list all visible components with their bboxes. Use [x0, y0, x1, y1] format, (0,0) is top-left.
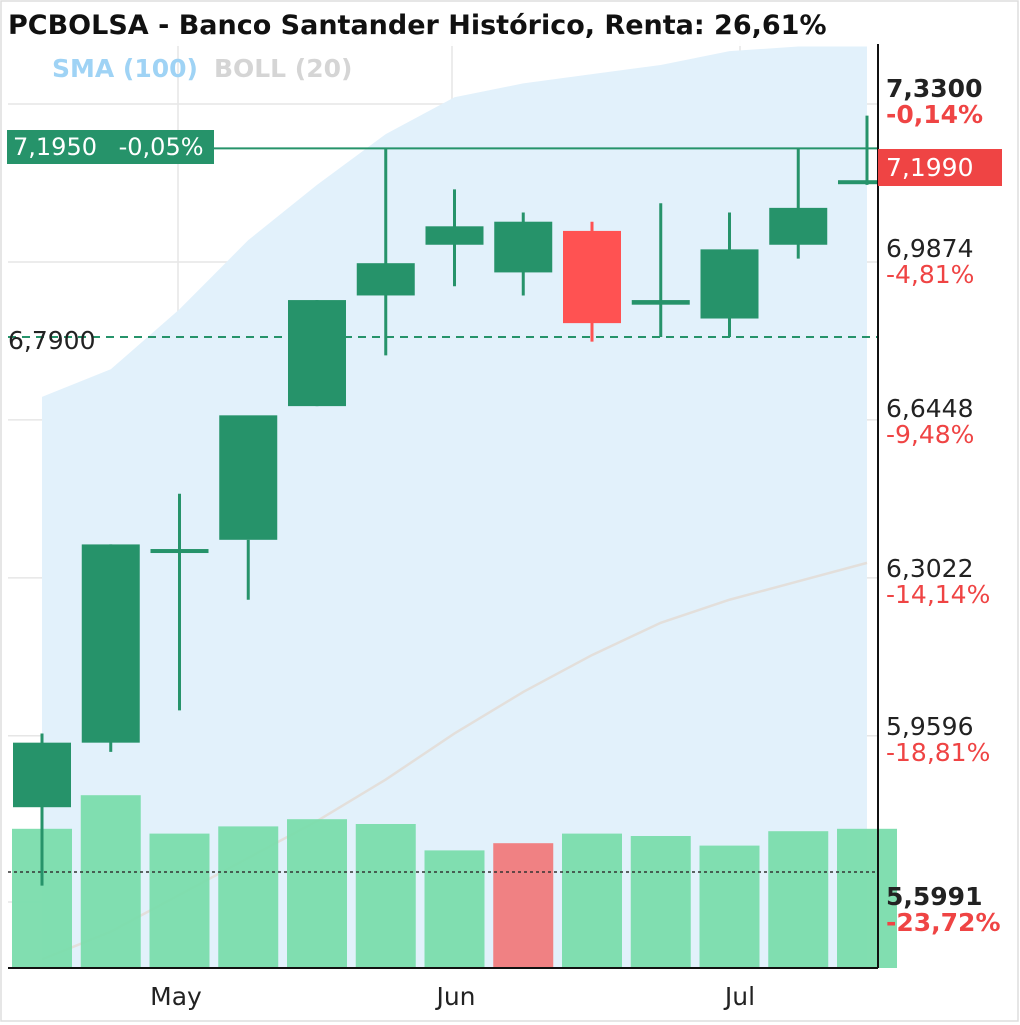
- y-tick-value: 6,3022: [886, 554, 974, 583]
- last-price-change: -0,05%: [118, 133, 204, 161]
- legend-sma[interactable]: SMA (100): [52, 54, 198, 83]
- chart-title: PCBOLSA - Banco Santander Histórico, Ren…: [4, 6, 837, 46]
- candle-body: [700, 249, 759, 319]
- y-tick-value: 6,6448: [886, 394, 974, 423]
- y-tick-label: 5,9596 -18,81%: [886, 714, 990, 766]
- y-tick-percent: -0,14%: [886, 100, 984, 129]
- y-tick-percent: -23,72%: [886, 908, 1001, 937]
- last-price-label: 7,1950 -0,05%: [7, 130, 214, 164]
- volume-bar: [218, 826, 279, 968]
- y-tick-label: 5,5991 -23,72%: [886, 884, 1001, 936]
- volume-bar: [149, 833, 210, 968]
- y-tick-label: 6,6448 -9,48%: [886, 396, 974, 448]
- x-tick-label: Jul: [724, 982, 756, 1011]
- candle-body: [356, 263, 415, 296]
- y-tick-value: 6,9874: [886, 234, 974, 263]
- volume-bar: [355, 824, 416, 968]
- y-tick-value: 5,5991: [886, 882, 983, 911]
- volume-bar: [630, 836, 691, 968]
- volume-bar: [837, 828, 897, 968]
- volume-bar: [699, 845, 760, 968]
- y-tick-percent: -9,48%: [886, 420, 975, 449]
- x-tick-label: Jun: [436, 982, 476, 1011]
- current-price-badge: 7,1990: [878, 149, 1002, 186]
- bollinger-band: [42, 46, 867, 968]
- candle-body: [425, 226, 484, 245]
- y-tick-label: 6,3022 -14,14%: [886, 556, 990, 608]
- candle-body: [563, 230, 621, 324]
- volume-bar: [287, 819, 347, 968]
- volume-bar: [562, 833, 622, 968]
- y-tick-percent: -18,81%: [886, 738, 991, 767]
- y-tick-percent: -4,81%: [886, 260, 975, 289]
- candle-body: [838, 180, 896, 185]
- volume-bar: [768, 831, 829, 968]
- reference-line-label: 6,7900: [8, 326, 96, 355]
- candle-body: [81, 544, 140, 743]
- candle-body: [769, 207, 828, 245]
- candle-body: [219, 415, 278, 540]
- volume-bar: [80, 795, 141, 968]
- volume-bar: [424, 850, 485, 968]
- candle-body: [631, 300, 690, 305]
- candle-body: [288, 300, 346, 407]
- last-price-value: 7,1950: [13, 133, 97, 161]
- candle-body: [150, 549, 209, 554]
- y-tick-label: 7,3300 -0,14%: [886, 76, 983, 128]
- volume-bar: [493, 843, 554, 968]
- y-tick-value: 5,9596: [886, 712, 974, 741]
- y-tick-percent: -14,14%: [886, 580, 991, 609]
- candle-body: [13, 742, 71, 808]
- candle-body: [494, 221, 553, 273]
- legend-boll[interactable]: BOLL (20): [213, 54, 353, 83]
- indicator-legend: SMA (100) BOLL (20): [52, 54, 352, 83]
- y-tick-value: 7,3300: [886, 74, 983, 103]
- x-tick-label: May: [150, 982, 202, 1011]
- y-tick-label: 6,9874 -4,81%: [886, 236, 974, 288]
